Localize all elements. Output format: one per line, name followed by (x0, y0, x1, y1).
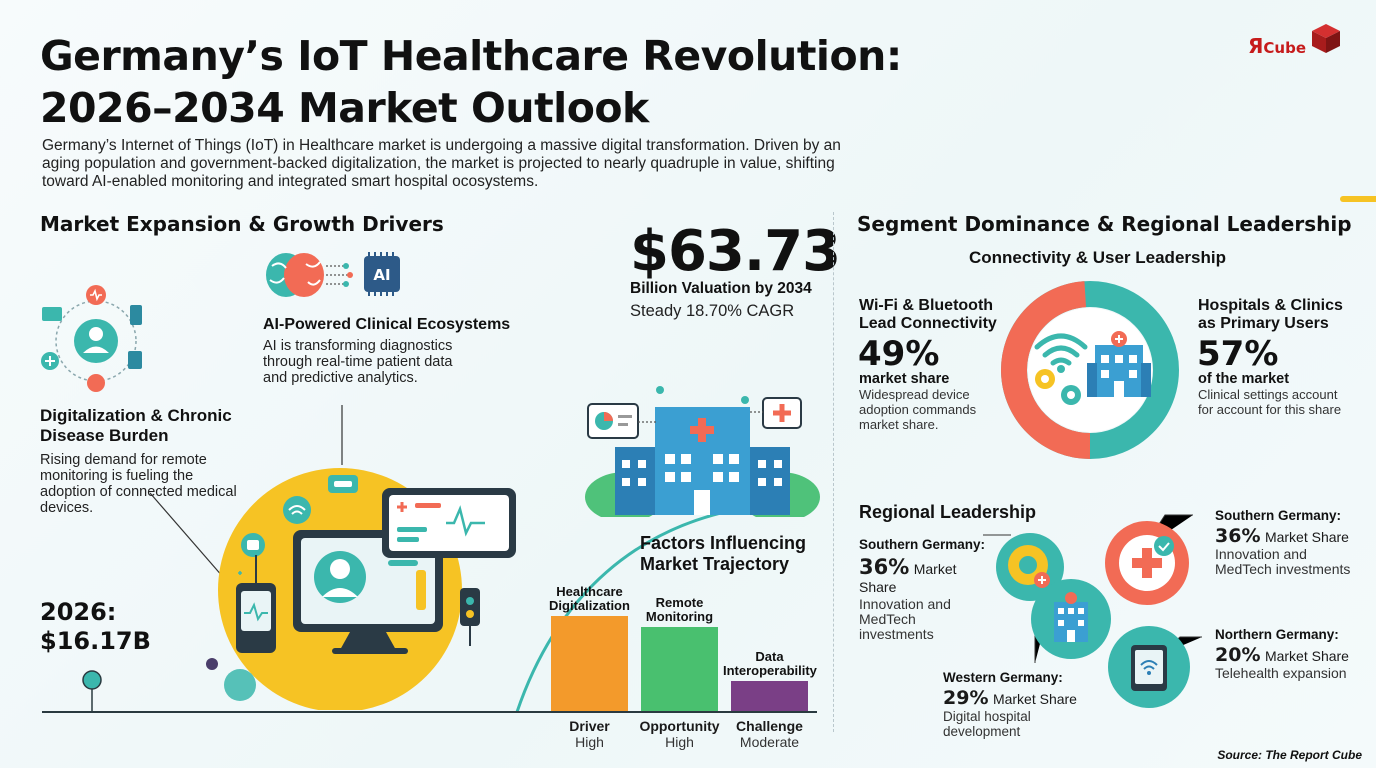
region-2: Western Germany: 29% Market Share Digita… (943, 670, 1093, 739)
digital-hospital-icon (1031, 579, 1111, 659)
factors-footer: Driver High Opportunity High Challenge Modera… (545, 718, 815, 752)
factors-chart: Healthcare Digitalization Remote Monitori… (545, 578, 817, 711)
factor-role: Opportunity (639, 718, 720, 734)
ai-ecosystems-title: AI-Powered Clinical Ecosystems (263, 316, 511, 333)
accent-swoosh (1340, 196, 1376, 202)
digitalization-title: Digitalization & Chronic Disease Burden (40, 406, 232, 445)
region-3-share: Market Share (1264, 529, 1349, 545)
region-4: Northern Germany: 20% Market Share Teleh… (1215, 627, 1365, 681)
region-3: Southern Germany: 36% Market Share Innov… (1215, 508, 1365, 577)
start-amount: $16.17B (40, 627, 151, 655)
ai-ecosystems-text: AI is transforming diagnostics through r… (263, 338, 453, 386)
gear-icon (1035, 369, 1081, 405)
region-2-pct: 29% (943, 687, 989, 709)
connectivity-right-text: Clinical settings account for account fo… (1198, 387, 1342, 417)
segment-dominance-heading: Segment Dominance & Regional Leadership (857, 212, 1352, 236)
factor-level: High (665, 734, 694, 750)
region-2-text: Digital hospital development (943, 709, 1031, 739)
timeline-baseline (42, 711, 817, 713)
logo-cube: Cube (1263, 39, 1307, 57)
factor-role: Driver (569, 718, 610, 734)
end-value-label: Billion Valuation by 2034 (630, 280, 812, 297)
factor-bar (731, 681, 808, 711)
digitalization-text: Rising demand for remote monitoring is f… (40, 452, 237, 516)
region-2-name: Western Germany: (943, 670, 1063, 685)
region-1-text: Innovation and MedTech investments (859, 596, 951, 642)
factor-bar-label: Healthcare Digitalization (549, 584, 630, 613)
factor-level: Moderate (739, 734, 800, 750)
start-year: 2026: (40, 598, 117, 626)
wifi-icon (1034, 333, 1088, 373)
section-divider (833, 212, 834, 732)
regional-title: Regional Leadership (859, 502, 1037, 522)
patient-network-icon (41, 285, 142, 392)
factor-bar (551, 616, 628, 711)
region-3-name: Southern Germany: (1215, 508, 1342, 523)
connectivity-right-pct: 57% (1197, 334, 1279, 374)
factor-bar-footer: Challenge Moderate (723, 718, 816, 750)
ai-brain-icon: AI (266, 252, 400, 297)
region-1-share: Market Share (859, 561, 957, 595)
title-line-1: Germany’s IoT Healthcare Revolution: (40, 32, 902, 80)
connectivity-left-title: Wi-Fi & Bluetooth Lead Connectivity (859, 297, 997, 332)
region-2-share: Market Share (992, 691, 1077, 707)
intro-paragraph: Germany’s Internet of Things (IoT) in He… (42, 137, 841, 190)
source-credit: Source: The Report Cube (1217, 748, 1362, 762)
factor-bar (641, 627, 718, 711)
logo-r: Я (1248, 34, 1264, 58)
region-4-text: Telehealth expansion (1215, 665, 1347, 681)
innovation-gear-icon (996, 533, 1064, 601)
ai-chip-label: AI (373, 266, 390, 284)
factor-bar-footer: Opportunity High (633, 718, 726, 750)
title-line-2: 2026–2034 Market Outlook (40, 84, 649, 132)
page-title: Germany’s IoT Healthcare Revolution: 202… (40, 30, 940, 134)
factor-bar-label: Data Interoperability (723, 649, 817, 678)
connectivity-right-title: Hospitals & Clinics as Primary Users (1198, 297, 1343, 332)
factor-level: High (575, 734, 604, 750)
factor-bar-footer: Driver High (543, 718, 636, 750)
connectivity-left-pct: 49% (858, 334, 940, 374)
market-expansion-heading: Market Expansion & Growth Drivers (40, 212, 444, 236)
factors-title: Factors Influencing Market Trajectory (640, 533, 807, 574)
connectivity-left-pct-label: market share (859, 371, 950, 387)
region-4-name: Northern Germany: (1215, 627, 1339, 642)
smart-hospital-icon (585, 386, 820, 517)
monitoring-illustration (150, 405, 516, 710)
region-4-pct: 20% (1215, 644, 1261, 666)
medtech-cross-icon (1105, 521, 1189, 605)
brand-logo: ЯCube (1244, 22, 1354, 62)
logo-text: ЯCube (1248, 34, 1306, 58)
end-value: $63.73 (630, 219, 841, 284)
cube-logo-icon (1312, 24, 1340, 53)
tablet-wifi-icon (1108, 626, 1190, 708)
connectivity-title: Connectivity & User Leadership (969, 248, 1226, 267)
region-1-pct: 36% (859, 555, 910, 579)
connectivity-left-text: Widespread device adoption commands mark… (859, 387, 977, 432)
region-3-text: Innovation and MedTech investments (1215, 546, 1351, 577)
start-marker (82, 670, 102, 712)
region-4-share: Market Share (1264, 648, 1349, 664)
connectivity-donut (1001, 281, 1179, 459)
factor-bar-label: Remote Monitoring (645, 595, 714, 624)
cagr-label: Steady 18.70% CAGR (630, 302, 795, 320)
region-1: Southern Germany: 36% Market Share Innov… (859, 537, 994, 642)
donut-segment-wifi (1001, 281, 1091, 459)
start-value: 2026: $16.17B (40, 598, 151, 656)
factor-role: Challenge (736, 718, 803, 734)
region-3-pct: 36% (1215, 525, 1261, 547)
hospital-icon (1087, 331, 1151, 397)
connectivity-right-pct-label: of the market (1198, 371, 1290, 387)
region-1-name: Southern Germany: (859, 537, 986, 552)
